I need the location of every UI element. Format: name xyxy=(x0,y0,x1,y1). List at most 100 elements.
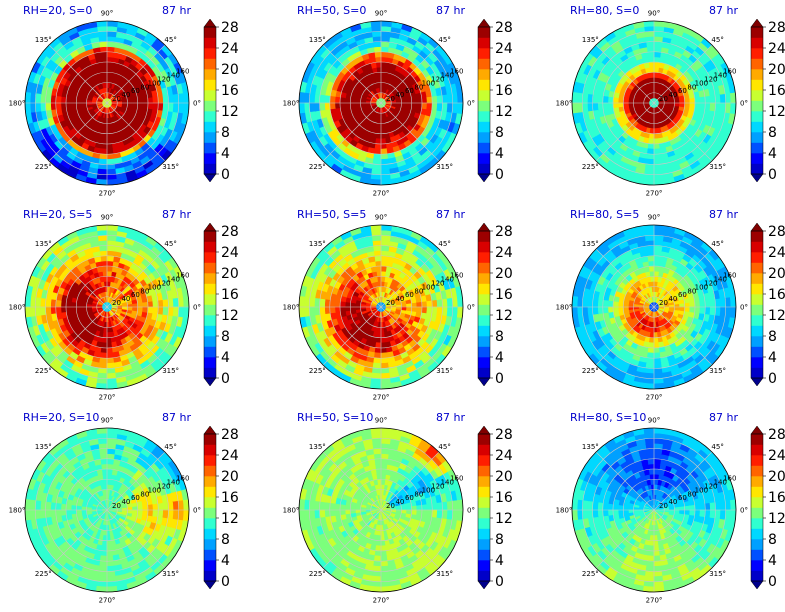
colorbar-segment xyxy=(204,79,216,91)
contour-cell xyxy=(344,301,351,308)
contour-cell xyxy=(646,51,655,58)
contour-cell xyxy=(674,306,680,311)
contour-cell xyxy=(103,327,108,333)
contour-cell xyxy=(426,299,433,308)
angle-tick-label: 270° xyxy=(373,190,390,198)
contour-cell xyxy=(106,66,113,73)
contour-cell xyxy=(121,306,128,311)
colorbar-tick-label: 8 xyxy=(221,125,230,141)
contour-cell xyxy=(380,250,389,257)
contour-cell xyxy=(360,303,367,308)
panel-title: RH=20, S=0 xyxy=(23,4,92,17)
colorbar-segment xyxy=(751,48,763,59)
contour-cell xyxy=(334,102,341,110)
contour-cell xyxy=(106,265,113,272)
contour-cell xyxy=(371,168,382,176)
contour-cell xyxy=(167,93,174,104)
contour-cell xyxy=(373,250,382,257)
contour-cell xyxy=(137,102,144,109)
contour-cell xyxy=(334,96,341,104)
contour-cell xyxy=(646,352,655,359)
colorbar-segment xyxy=(204,90,216,101)
polar-panel: 90°45°0°315°270°225°180°135°20 40 60 801001… xyxy=(283,4,513,198)
angle-tick-label: 180° xyxy=(9,100,26,108)
contour-cell xyxy=(377,123,382,129)
contour-cell xyxy=(426,102,433,111)
polar-panel: 90°45°0°315°270°225°180°135°20 40 60 801001… xyxy=(9,4,239,198)
contour-cell xyxy=(653,286,658,293)
contour-cell xyxy=(644,163,655,170)
contour-cell xyxy=(446,102,454,113)
angle-tick-label: 90° xyxy=(375,10,387,18)
contour-cell xyxy=(646,255,655,262)
panel-title: RH=80, S=0 xyxy=(570,4,639,17)
contour-cell xyxy=(329,299,336,308)
radial-tick-label: 20 xyxy=(659,299,668,307)
contour-cell xyxy=(647,260,655,267)
radial-tick-label: 60 xyxy=(405,87,414,95)
radial-tick-label: 40 xyxy=(121,91,130,99)
contour-cell xyxy=(653,82,658,89)
colorbar-tick-label: 8 xyxy=(221,329,230,345)
contour-cell xyxy=(371,163,382,170)
contour-cell xyxy=(699,299,706,308)
contour-cell xyxy=(709,306,716,316)
contour-cell xyxy=(602,95,609,104)
contour-cell xyxy=(172,297,180,308)
contour-cell xyxy=(653,250,662,257)
contour-cell xyxy=(650,321,655,328)
colorbar-segment xyxy=(204,132,216,143)
colorbar-segment xyxy=(478,336,490,347)
colorbar-tick-label: 20 xyxy=(495,62,513,78)
contour-cell xyxy=(689,306,696,313)
angle-tick-label: 135° xyxy=(582,36,599,44)
contour-cell xyxy=(106,71,112,78)
contour-cell xyxy=(436,298,443,308)
contour-cell xyxy=(97,372,108,380)
contour-cell xyxy=(324,95,331,104)
colorbar-tick-label: 20 xyxy=(221,62,239,78)
contour-cell xyxy=(106,352,115,359)
contour-cell xyxy=(103,117,108,124)
contour-cell xyxy=(617,301,624,308)
contour-cell xyxy=(98,362,108,369)
radial-tick-label: 100 xyxy=(422,79,435,87)
contour-cell xyxy=(308,102,316,113)
colorbar-segment xyxy=(204,346,216,358)
contour-cell xyxy=(162,298,169,308)
angle-tick-label: 45° xyxy=(711,36,723,44)
angle-tick-label: 315° xyxy=(709,367,726,375)
contour-cell xyxy=(380,51,389,58)
angle-tick-label: 45° xyxy=(164,36,176,44)
panel-title: RH=50, S=5 xyxy=(297,208,366,221)
contour-cell xyxy=(653,270,660,277)
contour-cell xyxy=(172,306,180,317)
contour-cell xyxy=(55,95,62,104)
colorbar-extend-max xyxy=(477,222,491,232)
contour-cell xyxy=(308,93,316,104)
contour-cell xyxy=(45,102,52,112)
contour-cell xyxy=(653,234,664,242)
contour-cell xyxy=(653,163,664,170)
contour-cell xyxy=(679,306,686,312)
contour-cell xyxy=(431,299,438,308)
contour-cell xyxy=(684,306,691,313)
contour-cell xyxy=(709,298,716,308)
angle-tick-label: 0° xyxy=(193,304,201,312)
colorbar-tick-label: 24 xyxy=(221,245,239,261)
radial-tick-label: 140 xyxy=(167,72,180,80)
angle-tick-label: 90° xyxy=(375,214,387,222)
contour-cell xyxy=(106,286,111,293)
colorbar-segment xyxy=(478,69,490,80)
contour-cell xyxy=(653,245,663,252)
colorbar-extend-max xyxy=(750,18,764,28)
colorbar-segment xyxy=(204,58,216,70)
radial-tick-label: 60 xyxy=(131,291,140,299)
contour-cell xyxy=(355,303,361,308)
contour-cell xyxy=(380,352,389,359)
contour-cell xyxy=(371,372,382,380)
contour-cell xyxy=(172,93,180,104)
contour-cell xyxy=(653,36,664,43)
contour-cell xyxy=(50,95,57,104)
polar-panel: 90°45°0°315°270°225°180°135°20 40 60 801001… xyxy=(9,208,239,402)
